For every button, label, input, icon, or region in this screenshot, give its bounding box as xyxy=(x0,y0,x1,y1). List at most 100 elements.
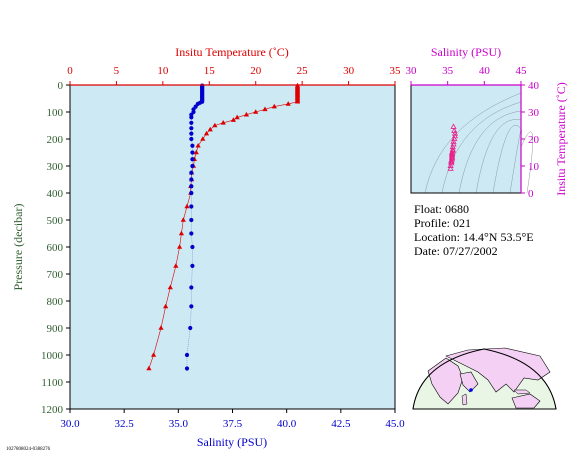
ts-y-tick-label: 40 xyxy=(528,80,540,92)
temperature-point xyxy=(203,130,210,136)
temperature-point xyxy=(163,303,169,309)
temperature-point xyxy=(243,111,250,117)
sal-tick-label: 32.5 xyxy=(115,418,135,430)
salinity-point xyxy=(189,190,194,196)
ts-x-tick-label: 45 xyxy=(516,65,528,77)
map-land-asia xyxy=(445,347,551,393)
ts-point xyxy=(447,162,454,169)
temperature-point xyxy=(180,217,186,222)
temperature-point xyxy=(207,126,213,132)
salinity-point xyxy=(184,366,190,371)
temp-tick-label: 0 xyxy=(67,65,73,77)
salinity-point xyxy=(189,304,194,309)
ts-density-curve xyxy=(458,110,522,194)
ts-x-tick-label: 35 xyxy=(442,65,454,77)
ts-x-tick-label: 30 xyxy=(406,65,418,77)
salinity-point xyxy=(190,143,195,148)
ts-y-axis-title: Insitu Temperature (˚C) xyxy=(554,82,568,196)
footer-id: 1027808024-0388276 xyxy=(6,447,51,452)
temp-tick-label: 5 xyxy=(114,65,120,77)
ts-plot-area xyxy=(411,85,521,193)
profile-chart: Insitu Temperature (˚C) Salinity (PSU) P… xyxy=(11,45,396,449)
temperature-point xyxy=(212,122,218,128)
plot-area xyxy=(70,85,395,409)
map-land-madagascar xyxy=(461,393,468,406)
sal-tick-label: 35.0 xyxy=(169,418,189,430)
map-land-indonesia xyxy=(513,389,531,395)
ts-density-curve xyxy=(424,92,522,194)
salinity-point xyxy=(189,285,194,290)
ts-point xyxy=(450,138,457,144)
salinity-point xyxy=(189,177,194,182)
temperature-point xyxy=(294,98,301,104)
temperature-point xyxy=(195,142,201,148)
salinity-point xyxy=(189,120,194,125)
sal-tick-label: 37.5 xyxy=(223,418,243,430)
salinity-point xyxy=(189,131,194,136)
y-tick-label: 600 xyxy=(47,242,64,254)
salinity-point xyxy=(189,217,194,223)
location-map xyxy=(412,347,557,410)
salinity-point xyxy=(189,231,194,236)
sal-tick-label: 45.0 xyxy=(385,418,405,430)
y-axis-title: Pressure (decibar) xyxy=(11,204,25,291)
y-tick-label: 800 xyxy=(47,296,64,308)
temp-tick-label: 10 xyxy=(157,65,169,77)
temperature-point xyxy=(220,120,226,125)
ts-point xyxy=(448,157,455,163)
map-land-arabia xyxy=(459,371,479,393)
top-axis-title: Insitu Temperature (˚C) xyxy=(175,45,289,59)
salinity-point xyxy=(189,170,194,175)
ts-diagram: Salinity (PSU) Insitu Temperature (˚C) xyxy=(410,45,568,196)
salinity-point xyxy=(184,352,190,358)
temperature-point xyxy=(178,230,185,236)
temperature-point xyxy=(230,117,237,122)
ts-point xyxy=(448,158,455,164)
temperature-point xyxy=(173,263,179,268)
ts-x-tick-label: 40 xyxy=(479,65,491,77)
ts-density-curve xyxy=(475,119,522,194)
y-tick-label: 300 xyxy=(47,161,64,173)
temp-tick-label: 30 xyxy=(343,65,355,77)
ts-point xyxy=(451,130,459,136)
float-location: Location: 14.4°N 53.5°E xyxy=(414,230,534,244)
ts-density-curve xyxy=(441,101,522,194)
y-tick-label: 1200 xyxy=(41,404,64,416)
temperature-point xyxy=(167,284,173,290)
y-tick-label: 100 xyxy=(47,107,64,119)
ts-point xyxy=(448,153,456,159)
temp-tick-label: 25 xyxy=(297,65,309,77)
ts-y-tick-label: 20 xyxy=(528,134,540,146)
ts-x-axis-title: Salinity (PSU) xyxy=(431,45,501,59)
float-location-marker xyxy=(469,388,473,392)
temperature-point xyxy=(193,149,199,155)
temperature-point xyxy=(234,114,240,120)
temp-tick-label: 35 xyxy=(390,65,402,77)
y-tick-label: 1100 xyxy=(41,377,63,389)
sal-tick-label: 40.0 xyxy=(277,418,297,430)
bottom-axis-title: Salinity (PSU) xyxy=(197,435,267,449)
temperature-point xyxy=(184,203,190,209)
y-tick-label: 700 xyxy=(47,269,64,281)
y-tick-label: 900 xyxy=(47,323,64,335)
temperature-point xyxy=(200,136,206,141)
temperature-point xyxy=(253,109,259,114)
ts-point xyxy=(450,123,457,129)
salinity-point xyxy=(190,157,195,162)
sal-tick-label: 42.5 xyxy=(331,418,351,430)
salinity-point xyxy=(189,115,194,120)
salinity-point xyxy=(189,136,194,142)
temp-tick-label: 20 xyxy=(250,65,262,77)
temperature-point xyxy=(285,101,291,106)
ts-y-tick-label: 30 xyxy=(528,107,540,119)
y-tick-label: 1000 xyxy=(41,350,64,362)
profile-number: Profile: 021 xyxy=(414,216,471,230)
salinity-point xyxy=(190,263,195,268)
temperature-point xyxy=(158,325,164,330)
salinity-point xyxy=(189,126,194,131)
temperature-point xyxy=(150,352,157,357)
y-tick-label: 500 xyxy=(47,215,64,227)
temp-tick-label: 15 xyxy=(204,65,216,77)
temperature-point xyxy=(271,103,277,109)
